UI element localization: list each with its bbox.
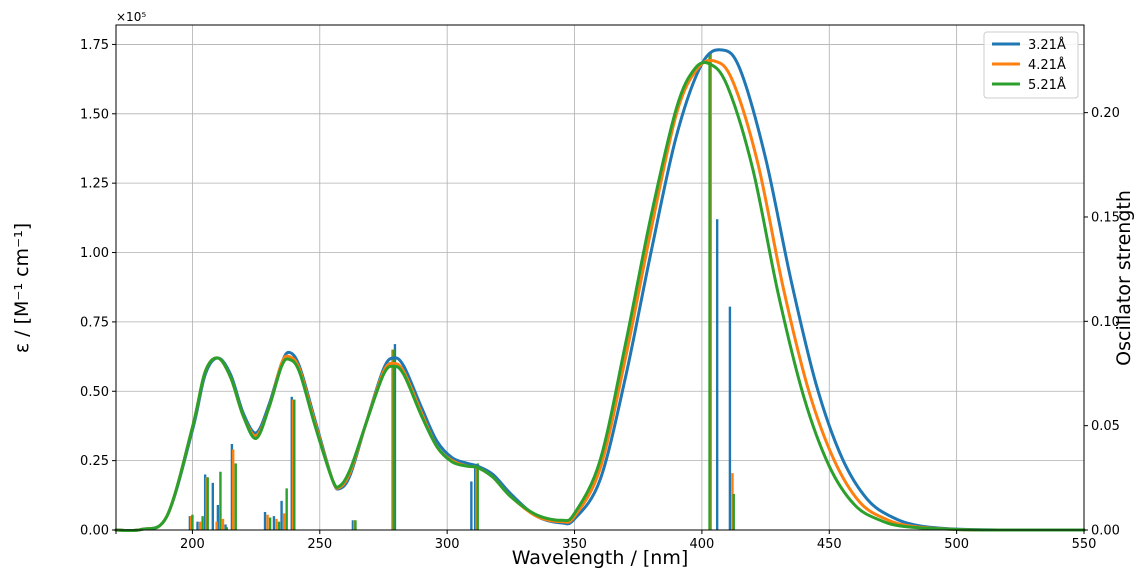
stick-bar: [291, 399, 295, 530]
stick-bar: [277, 521, 281, 530]
stick-bar: [205, 477, 208, 530]
x-tick-label: 400: [689, 537, 714, 552]
y-axis-right: 0.00 0.05 0.10 0.15 0.20: [1084, 106, 1120, 539]
stick-bar: [230, 443, 234, 530]
legend-label: 3.21Å: [1028, 37, 1066, 53]
stick-bar: [196, 521, 199, 530]
series-line: [114, 60, 1086, 533]
x-tick-label: 200: [180, 537, 205, 552]
stick-bar: [275, 518, 278, 530]
stick-bar: [351, 520, 355, 530]
stick-bar: [188, 516, 192, 530]
stick-bar: [266, 514, 269, 530]
stick-bar: [354, 520, 357, 530]
stick-bar: [215, 521, 218, 530]
stick-bar: [234, 463, 237, 530]
stick-bar: [709, 52, 713, 530]
stick-bar: [293, 399, 296, 530]
stick-bar: [715, 219, 719, 530]
y2-tick-label: 0.20: [1091, 106, 1120, 121]
stick-bar: [728, 306, 732, 530]
stick-bar: [201, 516, 204, 530]
stick-bar: [219, 471, 222, 530]
stick-bar: [225, 527, 229, 530]
y-axis-title: ε / [M⁻¹ cm⁻¹]: [11, 223, 33, 353]
y-tick-label: 0.00: [80, 524, 109, 539]
stick-bar: [708, 52, 711, 530]
legend-label: 5.21Å: [1028, 77, 1066, 93]
stick-bar: [285, 488, 288, 530]
stick-bar: [280, 500, 283, 530]
stick-bar: [203, 474, 207, 530]
stick-bar: [191, 514, 194, 530]
stick-bar: [216, 505, 220, 530]
y-tick-label: 1.75: [80, 38, 109, 53]
x-axis-title: Wavelength / [nm]: [512, 547, 689, 569]
stick-bar: [198, 521, 202, 530]
y2-tick-label: 0.00: [1091, 524, 1120, 539]
stick-bar: [732, 493, 735, 530]
y-scale-note: ×10⁵: [116, 10, 146, 24]
stick-bar: [392, 349, 395, 530]
y-tick-label: 0.25: [80, 454, 109, 469]
stick-bar: [221, 518, 225, 530]
y2-tick-label: 0.10: [1091, 315, 1120, 330]
stick-bar: [211, 482, 214, 530]
stick-bar: [473, 466, 477, 530]
stick-bar: [393, 344, 397, 530]
x-tick-label: 350: [562, 537, 587, 552]
y-axis-left: 0.00 0.25 0.50 0.75 1.00 1.25 1.50 1.75: [80, 38, 116, 539]
stick-bar: [476, 463, 479, 530]
stick-bar: [206, 477, 209, 530]
plot-frame: [115, 24, 1085, 531]
legend-box: [983, 31, 1079, 99]
stick-bar: [391, 349, 394, 530]
legend-label: 4.21Å: [1028, 57, 1066, 73]
stick-bar: [282, 513, 286, 530]
stick-bar: [189, 516, 193, 530]
x-tick-label: 250: [307, 537, 332, 552]
y-tick-label: 1.25: [80, 177, 109, 192]
y-tick-label: 0.75: [80, 315, 109, 330]
stick-bar: [352, 520, 356, 530]
y-tick-label: 0.50: [80, 385, 109, 400]
y2-tick-label: 0.15: [1091, 210, 1120, 225]
stick-bar: [268, 517, 272, 530]
x-tick-label: 450: [817, 537, 842, 552]
x-tick-label: 550: [1072, 537, 1097, 552]
x-axis: 200 250 300 350 400 450 500 550: [115, 530, 1097, 552]
y-tick-label: 1.00: [80, 246, 109, 261]
legend: 3.21Å 4.21Å 5.21Å: [983, 31, 1079, 99]
stick-bar: [290, 396, 293, 530]
gridlines: [116, 25, 1085, 531]
series-line: [114, 48, 1086, 533]
x-tick-label: 300: [435, 537, 460, 552]
stick-bar: [731, 473, 734, 530]
stick-bar: [231, 449, 235, 530]
stick-bar: [263, 511, 267, 530]
stick-bar: [475, 466, 478, 530]
y2-axis-title: Oscillator strength: [1113, 190, 1135, 366]
stick-bar: [272, 516, 276, 530]
stick-bar: [470, 481, 473, 530]
spectrum-lines: [114, 48, 1086, 533]
stick-bar: [224, 524, 227, 530]
x-tick-label: 500: [944, 537, 969, 552]
y-tick-label: 1.50: [80, 107, 109, 122]
y2-tick-label: 0.05: [1091, 419, 1120, 434]
stick-bars: [188, 52, 735, 530]
